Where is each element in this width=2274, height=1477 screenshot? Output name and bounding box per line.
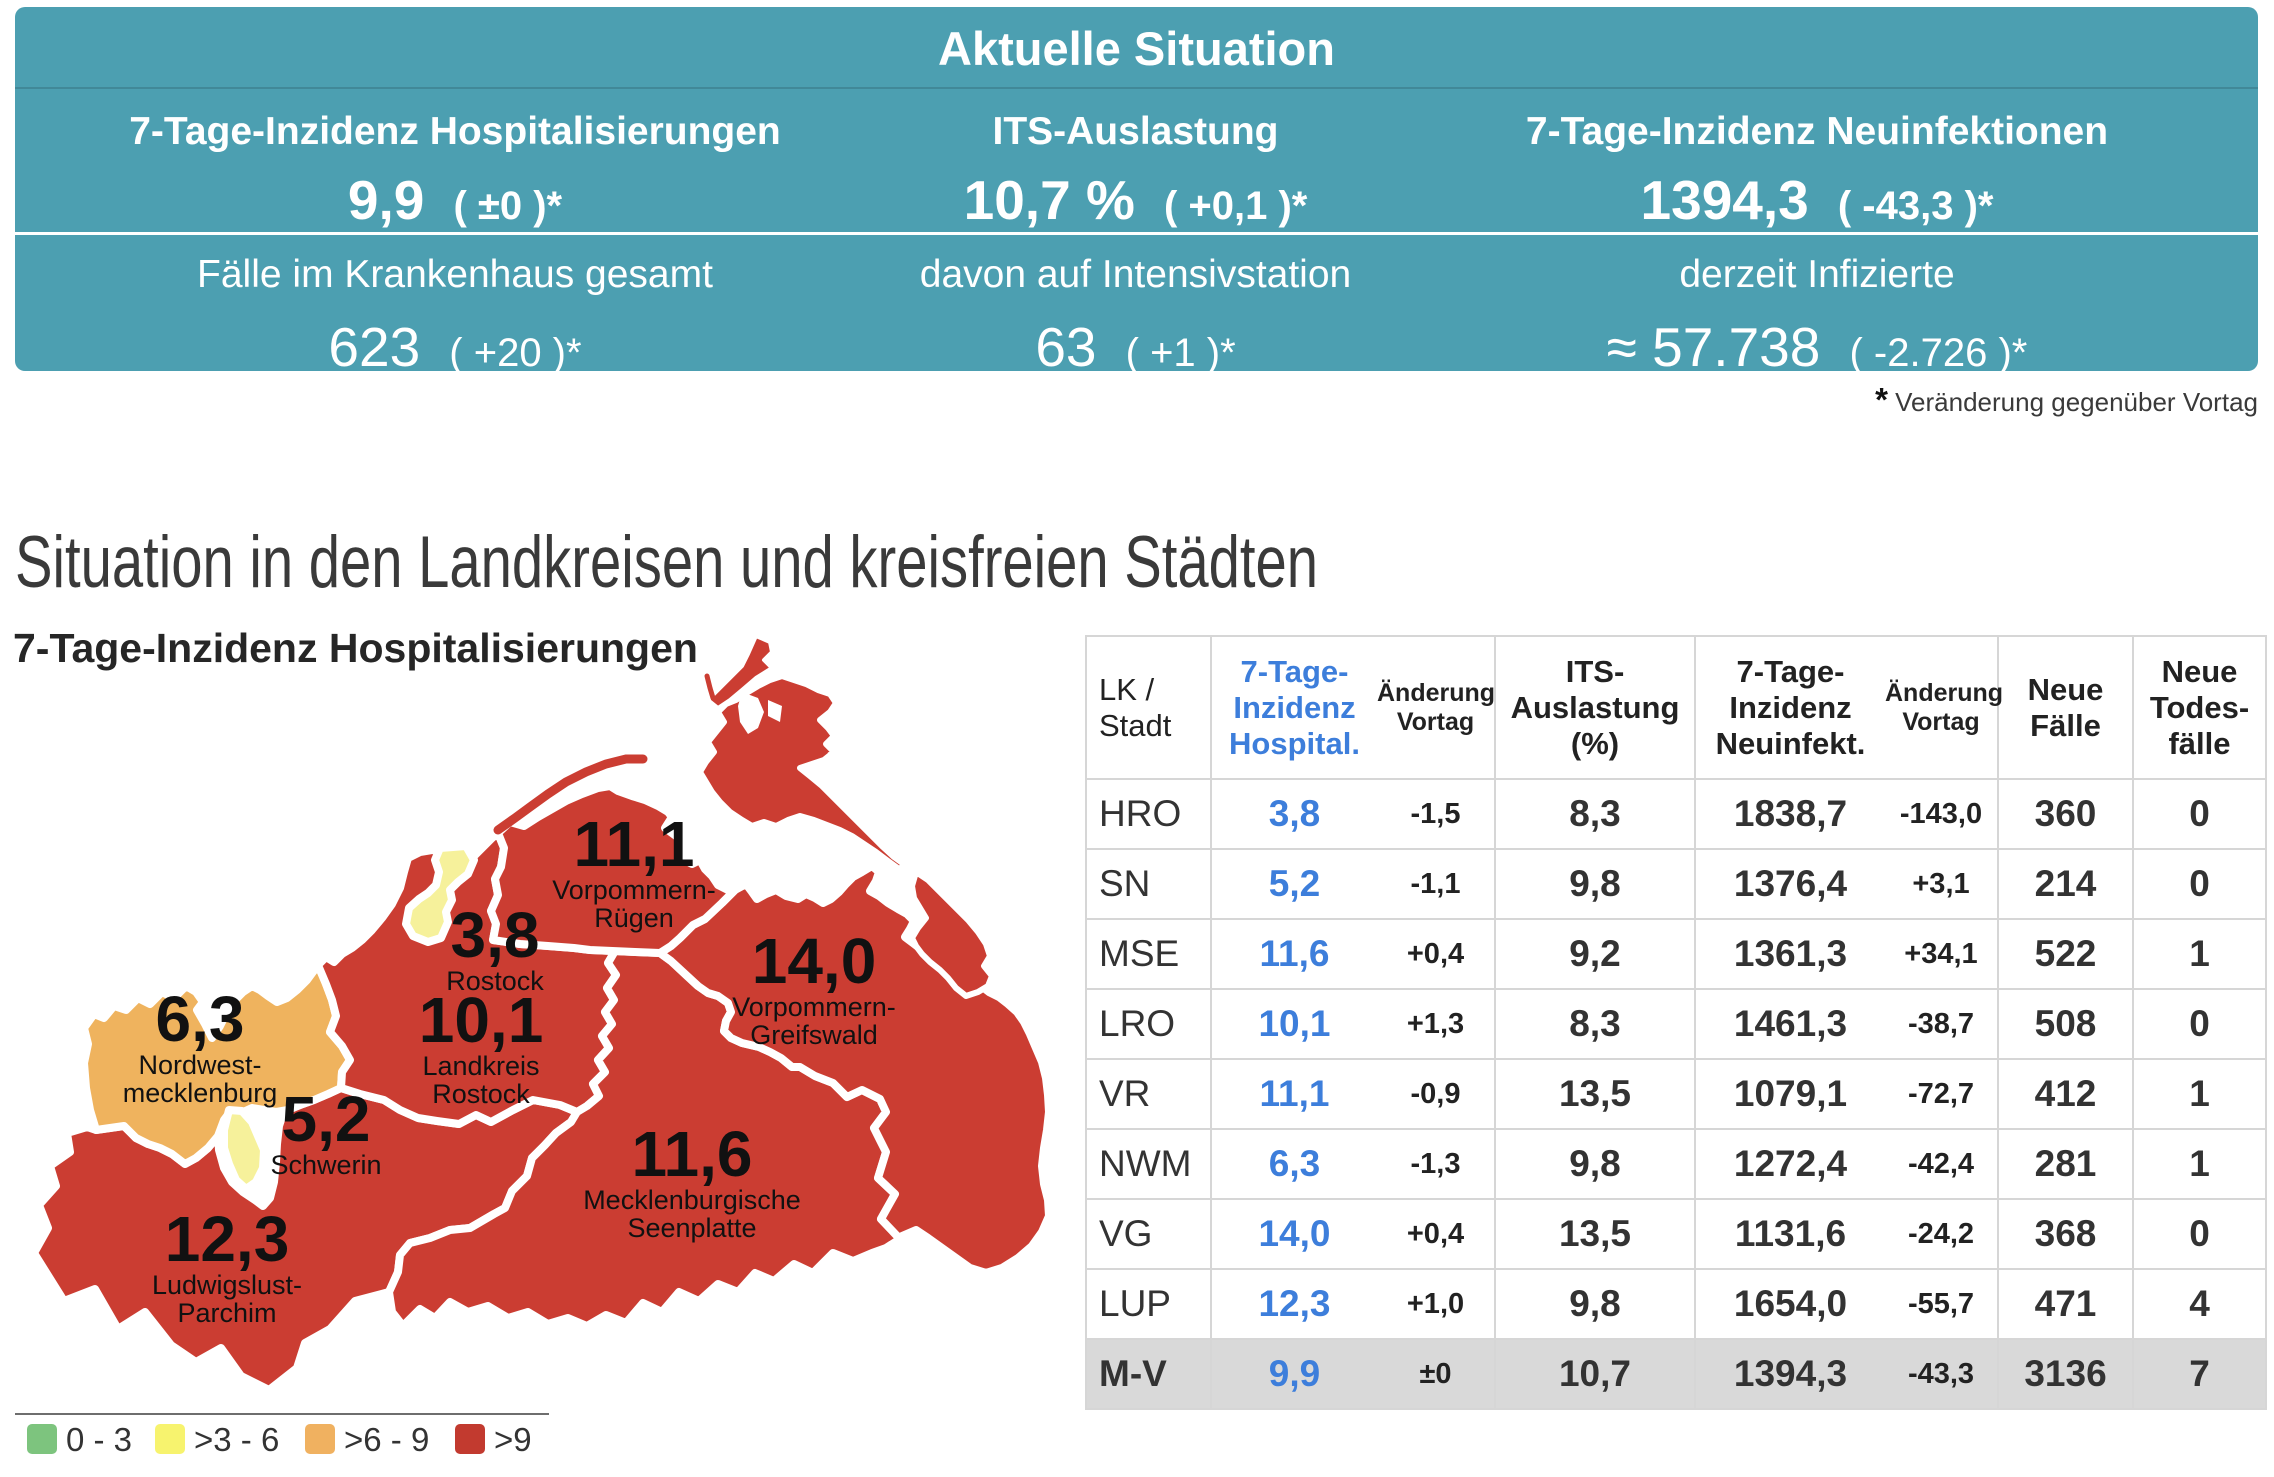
svg-text:Greifswald: Greifswald xyxy=(750,1020,878,1050)
svg-text:14,0: 14,0 xyxy=(752,925,877,997)
svg-text:12,3: 12,3 xyxy=(165,1203,290,1275)
svg-text:10,1: 10,1 xyxy=(419,984,544,1056)
svg-text:Mecklenburgische: Mecklenburgische xyxy=(583,1185,801,1215)
svg-text:Rostock: Rostock xyxy=(446,966,544,996)
svg-text:Ludwigslust-: Ludwigslust- xyxy=(152,1270,302,1300)
svg-text:Nordwest-: Nordwest- xyxy=(138,1050,261,1080)
svg-text:Vorpommern-: Vorpommern- xyxy=(732,992,896,1022)
svg-text:Rügen: Rügen xyxy=(594,903,674,933)
svg-text:5,2: 5,2 xyxy=(282,1083,371,1155)
svg-text:11,1: 11,1 xyxy=(573,808,694,880)
svg-text:Vorpommern-: Vorpommern- xyxy=(552,875,716,905)
svg-text:Rostock: Rostock xyxy=(432,1079,530,1109)
svg-text:Landkreis: Landkreis xyxy=(422,1051,539,1081)
svg-text:3,8: 3,8 xyxy=(451,899,540,971)
svg-text:6,3: 6,3 xyxy=(156,983,245,1055)
svg-text:mecklenburg: mecklenburg xyxy=(123,1078,278,1108)
svg-text:Schwerin: Schwerin xyxy=(270,1150,381,1180)
svg-text:Parchim: Parchim xyxy=(177,1298,276,1328)
svg-text:Seenplatte: Seenplatte xyxy=(627,1213,756,1243)
svg-text:11,6: 11,6 xyxy=(631,1118,752,1190)
